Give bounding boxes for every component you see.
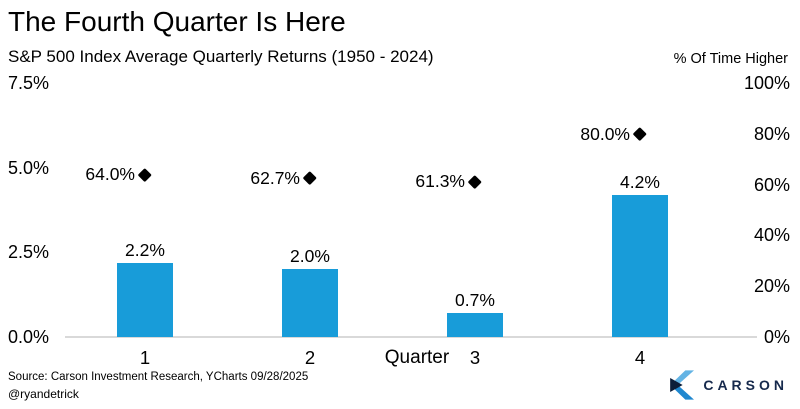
x-axis-line [65, 336, 757, 338]
chart-subtitle: S&P 500 Index Average Quarterly Returns … [8, 47, 434, 66]
x-tick-label: 4 [634, 347, 646, 368]
diamond-value-label: 61.3% [415, 171, 465, 192]
x-tick-label: 2 [304, 347, 316, 368]
carson-logo: CARSON [668, 370, 788, 400]
author-handle: @ryandetrick [8, 387, 79, 401]
left-axis-tick: 0.0% [8, 327, 50, 347]
carson-logo-icon [670, 370, 695, 400]
left-axis-tick: 2.5% [8, 242, 50, 263]
x-tick-label: 1 [139, 347, 151, 368]
chart-title: The Fourth Quarter Is Here [8, 6, 346, 37]
left-axis-tick: 7.5% [8, 73, 50, 93]
diamond-marker-q2 [303, 171, 317, 185]
right-axis-tick: 40% [753, 225, 790, 246]
bar-value-label: 4.2% [620, 171, 660, 192]
right-axis-tick: 0% [763, 327, 790, 347]
left-axis-tick: 5.0% [8, 157, 50, 178]
right-axis-tick: 100% [743, 73, 790, 93]
source-note: Source: Carson Investment Research, YCha… [8, 371, 309, 383]
diamond-value-label: 64.0% [85, 164, 135, 185]
bar-q4 [612, 194, 668, 337]
x-axis-title: Quarter [384, 347, 450, 368]
right-axis-title: % Of Time Higher [673, 51, 788, 67]
right-axis-tick: 60% [753, 174, 790, 195]
right-axis-tick: 80% [753, 123, 790, 144]
diamond-marker-q1 [138, 167, 152, 182]
bar-q2 [282, 269, 338, 337]
plot-area: 2.2% 64.0% 2.0% 62.7% 0.7% 61.3% 4.2% 80.0% [75, 83, 760, 337]
carson-logo-text: CARSON [703, 377, 788, 393]
diamond-marker-q3 [468, 174, 482, 189]
right-axis-tick: 20% [753, 276, 790, 297]
x-tick-label: 3 [469, 347, 481, 368]
bar-q1 [117, 262, 173, 337]
bar-value-label: 2.2% [125, 239, 165, 260]
diamond-value-label: 62.7% [250, 167, 300, 188]
diamond-marker-q4 [633, 127, 647, 141]
bar-q3 [447, 313, 503, 337]
bar-value-label: 0.7% [455, 290, 495, 311]
bar-value-label: 2.0% [290, 246, 330, 267]
diamond-value-label: 80.0% [580, 123, 630, 144]
